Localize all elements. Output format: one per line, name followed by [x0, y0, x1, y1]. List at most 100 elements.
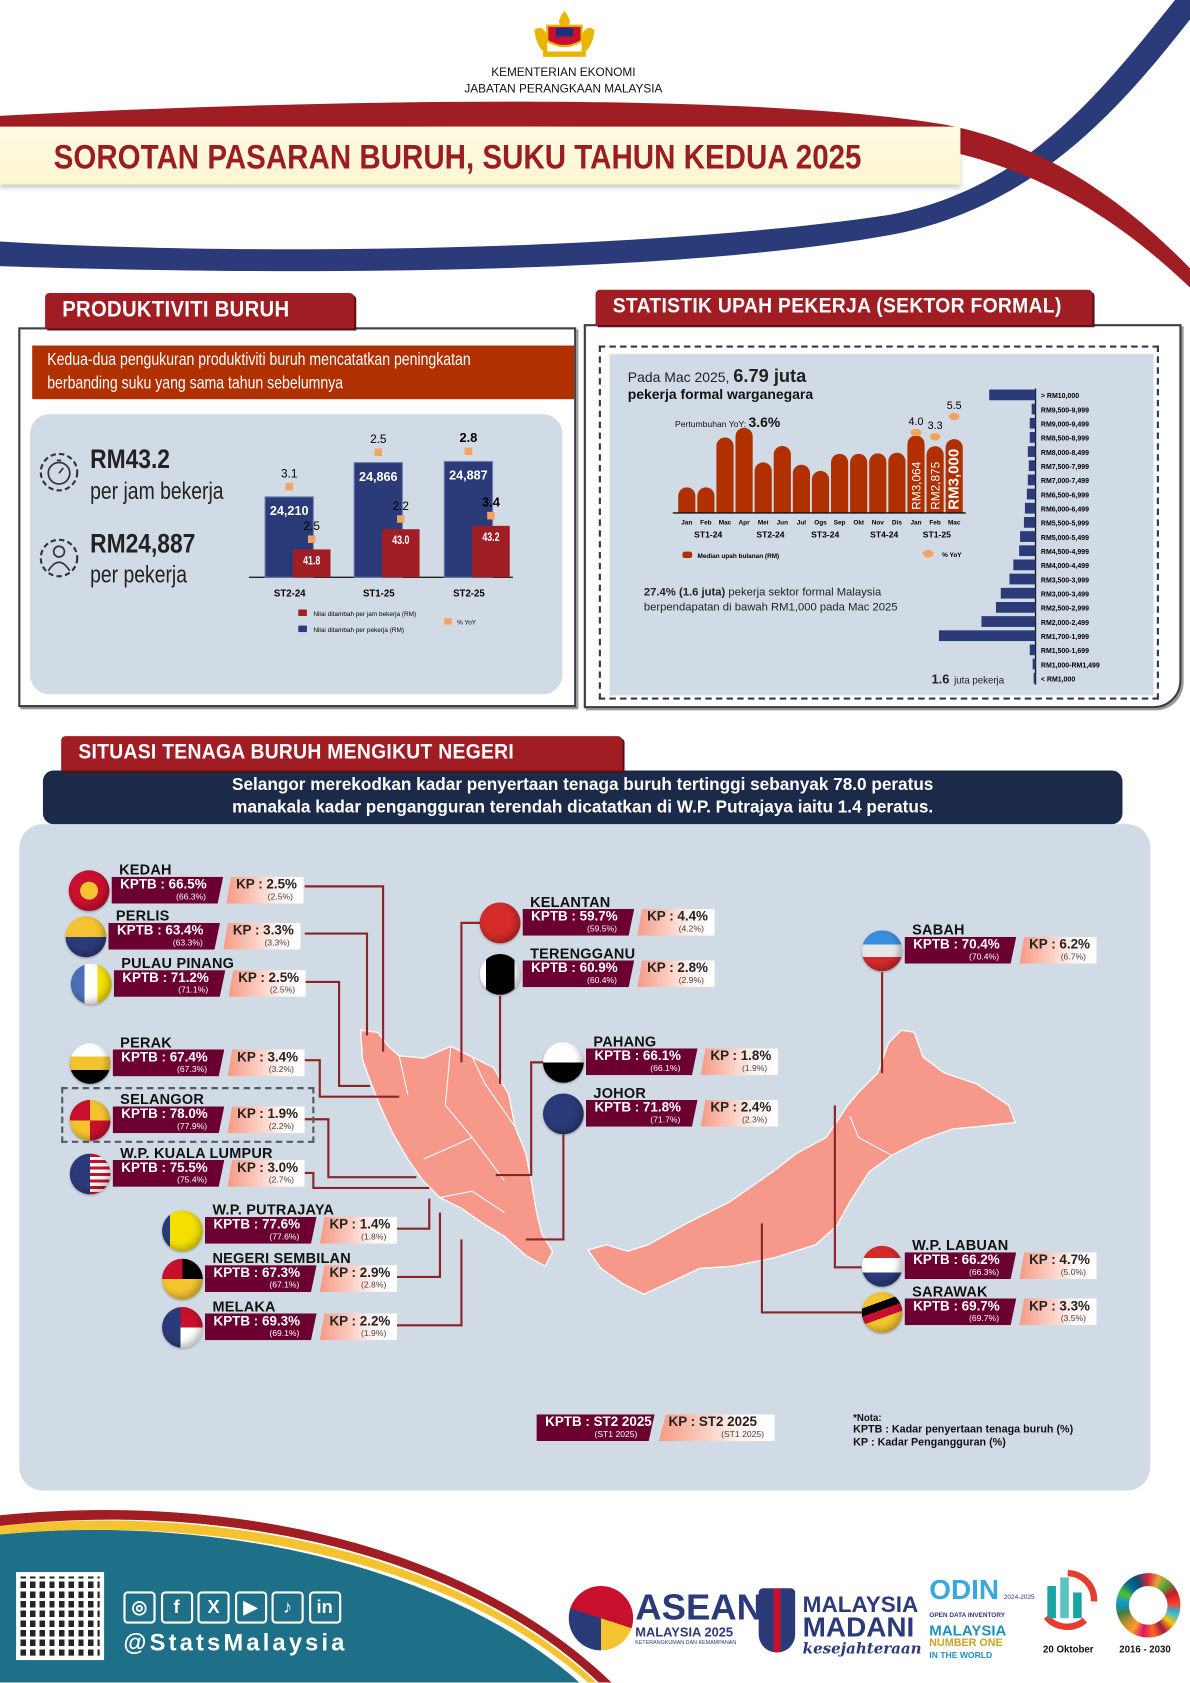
legend-swatch-per-worker — [298, 625, 307, 633]
kptb-box: KPTB : 59.7% (59.5%) — [522, 908, 635, 936]
madani-logo: MALAYSIA MADANI kesejahteraan — [802, 1592, 922, 1658]
wages-tab: STATISTIK UPAH PEKERJA (SEKTOR FORMAL) — [595, 289, 1093, 326]
median-wage-bar — [907, 435, 925, 513]
legend-label: Nilai ditambah per pekerja (RM) — [313, 627, 404, 634]
month-label: Jan — [910, 520, 921, 527]
legend-swatch-per-hour — [298, 609, 307, 616]
bar-per-hour — [292, 549, 331, 578]
kp-box: KP : 4.7% (5.0%) — [1019, 1252, 1097, 1280]
legend-label: % YoY — [942, 552, 962, 559]
yoy-label: 2.2 — [393, 499, 409, 513]
kptb-box: KPTB : 77.6% (77.6%) — [204, 1216, 317, 1244]
histogram-category-label: RM7,500-7,999 — [1041, 464, 1089, 471]
kptb-box: KPTB : 78.0% (77.9%) — [112, 1106, 225, 1134]
month-label: Mac — [719, 520, 732, 527]
state-name: NEGERI SEMBILAN — [212, 1250, 351, 1267]
bar-label-per-hour: 41.8 — [303, 553, 320, 567]
histogram-bar — [1023, 517, 1036, 528]
kp-box: KP : 2.9% (2.8%) — [319, 1265, 398, 1293]
agency-name: KEMENTERIAN EKONOMI JABATAN PERANGKAAN M… — [0, 65, 1127, 97]
histogram-bar — [981, 616, 1036, 627]
social-handle[interactable]: @StatsMalaysia — [123, 1628, 348, 1656]
histogram-category-label: RM6,500-6,999 — [1041, 492, 1089, 499]
histogram-bar — [1024, 502, 1036, 514]
kptb-box: KPTB : 66.2% (66.3%) — [904, 1252, 1017, 1280]
legend-kp: KP : ST2 2025 (ST1 2025) — [658, 1414, 775, 1442]
month-label: Feb — [929, 520, 940, 527]
kptb-box: KPTB : 66.5% (66.3%) — [111, 876, 224, 904]
bar-label-per-worker: 24,866 — [359, 469, 398, 484]
histogram-bar — [1027, 474, 1036, 486]
legend-swatch-median — [682, 551, 693, 559]
legend-kptb: KPTB : ST2 2025 (ST1 2025) — [536, 1414, 655, 1442]
median-wage-bar — [716, 437, 734, 513]
pahang-flag-icon — [542, 1041, 584, 1083]
kptb-box: KPTB : 67.3% (67.1%) — [204, 1265, 317, 1293]
worker-gear-icon — [39, 538, 79, 578]
header-swoosh — [0, 0, 1190, 288]
per-hour-label: per jam bekerja — [90, 477, 224, 505]
kptb-box: KPTB : 63.4% (63.3%) — [108, 922, 220, 950]
bar-label-per-worker: 24,887 — [449, 468, 488, 483]
state-name: W.P. KUALA LUMPUR — [120, 1144, 273, 1162]
kp-box: KP : 1.8% (1.9%) — [700, 1048, 778, 1076]
state-name: PERAK — [120, 1034, 172, 1051]
state-name: PAHANG — [593, 1033, 657, 1050]
histogram-category-label: RM1,700-1,999 — [1041, 634, 1089, 641]
quarter-label: ST2-24 — [756, 530, 784, 540]
kptb-box: KPTB : 66.1% (66.1%) — [585, 1048, 698, 1076]
kptb-box: KPTB : 60.9% (60.4%) — [522, 960, 635, 988]
histogram-category-label: RM5,000-5,499 — [1041, 535, 1089, 542]
title-banner: SOROTAN PASARAN BURUH, SUKU TAHUN KEDUA … — [0, 126, 961, 185]
quarter-label: ST3-24 — [811, 530, 839, 540]
linkedin-icon[interactable]: in — [308, 1591, 341, 1624]
instagram-icon[interactable]: ◎ — [123, 1591, 156, 1624]
wages-panel — [583, 324, 1182, 709]
kp-box: KP : 3.4% (3.2%) — [227, 1049, 305, 1077]
qr-code[interactable] — [16, 1572, 105, 1661]
median-wage-bar — [869, 453, 887, 513]
histogram-bar — [1029, 417, 1036, 429]
state-name: W.P. PUTRAJAYA — [212, 1201, 335, 1218]
month-label: Jan — [681, 520, 692, 527]
month-label: Jun — [777, 520, 788, 527]
yoy-marker — [397, 515, 405, 523]
wages-intro-line2: pekerja formal warganegara — [627, 386, 814, 403]
yoy-dot — [910, 428, 922, 437]
sdg-years: 2016 - 2030 — [1119, 1643, 1171, 1655]
selangor-flag-icon — [69, 1099, 111, 1141]
state-name: W.P. LABUAN — [912, 1237, 1009, 1254]
histogram-bar — [989, 389, 1036, 401]
tiktok-icon[interactable]: ♪ — [271, 1591, 304, 1624]
x-icon[interactable]: X — [197, 1591, 230, 1624]
kp-box: KP : 2.2% (1.9%) — [319, 1313, 398, 1341]
state-name: KELANTAN — [530, 893, 611, 910]
w-p-kuala-lumpur-flag-icon — [69, 1153, 111, 1195]
state-name: PERLIS — [115, 907, 170, 924]
state-name: SARAWAK — [912, 1283, 988, 1300]
yoy-label: 3.4 — [482, 495, 501, 510]
connector-lines — [304, 885, 884, 1327]
histogram-bar — [1009, 573, 1036, 585]
histogram-bar — [1013, 559, 1036, 571]
kp-box: KP : 4.4% (4.2%) — [637, 908, 715, 936]
productivity-chart: 24,210 41.8 3.1 2.5 ST2-24 24,866 43.0 2.5 2.2 ST… — [248, 430, 513, 634]
kedah-flag-icon — [68, 870, 110, 912]
median-wage-bar — [754, 462, 772, 513]
sabah-flag-icon — [861, 930, 903, 972]
yoy-marker — [374, 448, 383, 457]
yoy-label: 2.5 — [370, 432, 387, 446]
kptb-box: KPTB : 75.5% (75.4%) — [112, 1160, 225, 1187]
kp-box: KP : 1.4% (1.8%) — [319, 1216, 398, 1244]
jata-negara-emblem — [534, 10, 595, 57]
yoy-label: 3.1 — [281, 467, 297, 481]
kp-box: KP : 3.3% (3.3%) — [223, 922, 301, 950]
stopwatch-gear-icon — [39, 452, 79, 492]
facebook-icon[interactable]: f — [160, 1591, 193, 1624]
youtube-icon[interactable]: ▶ — [234, 1591, 267, 1624]
state-name: JOHOR — [593, 1084, 647, 1102]
median-wage-bar — [792, 464, 810, 513]
pulau-pinang-flag-icon — [70, 963, 112, 1005]
histogram-category-label: RM6,000-6,499 — [1041, 506, 1089, 513]
histogram-category-label: RM4,500-4,999 — [1041, 549, 1089, 556]
